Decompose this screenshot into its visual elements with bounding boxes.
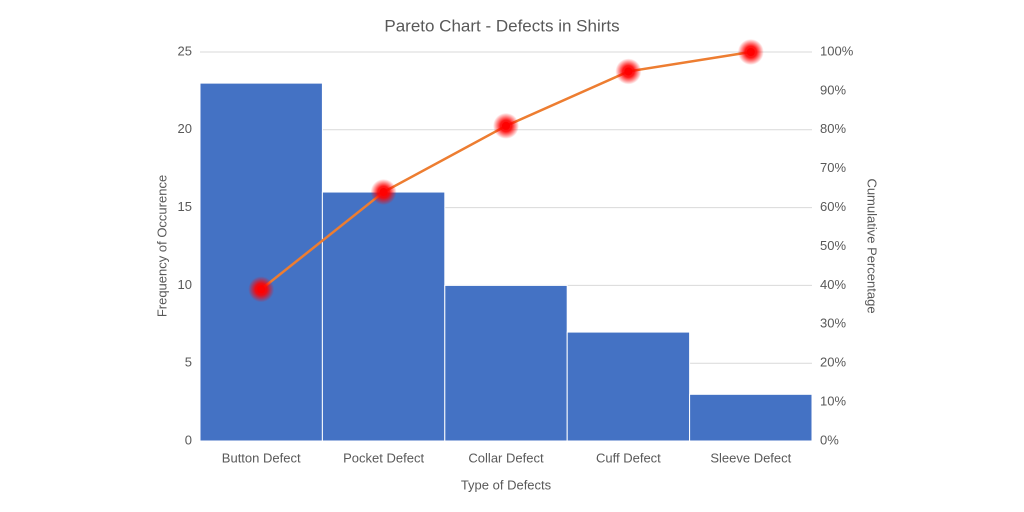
cumulative-marker-core bbox=[746, 48, 755, 56]
x-tick-label: Sleeve Defect bbox=[710, 450, 791, 465]
y2-axis-title: Cumulative Percentage bbox=[865, 178, 880, 313]
y2-tick-label: 20% bbox=[820, 355, 846, 370]
bar bbox=[444, 284, 568, 442]
x-tick-label: Cuff Defect bbox=[596, 450, 661, 465]
x-tick-label: Collar Defect bbox=[468, 450, 544, 465]
chart-title: Pareto Chart - Defects in Shirts bbox=[384, 16, 619, 35]
cumulative-marker-core bbox=[502, 121, 510, 130]
y2-tick-label: 90% bbox=[820, 82, 846, 97]
y-tick-label: 25 bbox=[178, 43, 192, 58]
y2-tick-label: 50% bbox=[820, 238, 846, 253]
y2-tick-label: 10% bbox=[820, 394, 846, 409]
y2-tick-label: 30% bbox=[820, 316, 846, 331]
x-tick-label: Pocket Defect bbox=[343, 450, 424, 465]
bar bbox=[689, 393, 813, 442]
bar bbox=[566, 331, 691, 442]
y-axis-title: Frequency of Occurence bbox=[154, 175, 169, 317]
y-tick-label: 20 bbox=[178, 121, 192, 136]
y-tick-label: 15 bbox=[178, 199, 192, 214]
cumulative-marker-core bbox=[624, 67, 633, 76]
y2-tick-label: 80% bbox=[820, 121, 846, 136]
cumulative-marker-core bbox=[257, 285, 266, 294]
bar bbox=[321, 191, 446, 442]
y2-tick-label: 60% bbox=[820, 199, 846, 214]
cumulative-marker-core bbox=[379, 188, 388, 197]
y2-tick-label: 40% bbox=[820, 277, 846, 292]
y2-tick-label: 100% bbox=[820, 43, 854, 58]
y-tick-label: 10 bbox=[178, 277, 192, 292]
y-tick-label: 0 bbox=[185, 432, 192, 447]
y-tick-label: 5 bbox=[185, 355, 192, 370]
y2-tick-label: 70% bbox=[820, 160, 846, 175]
x-axis-title: Type of Defects bbox=[461, 477, 552, 492]
bar bbox=[199, 82, 323, 442]
x-tick-label: Button Defect bbox=[222, 450, 301, 465]
y2-tick-label: 0% bbox=[820, 432, 839, 447]
